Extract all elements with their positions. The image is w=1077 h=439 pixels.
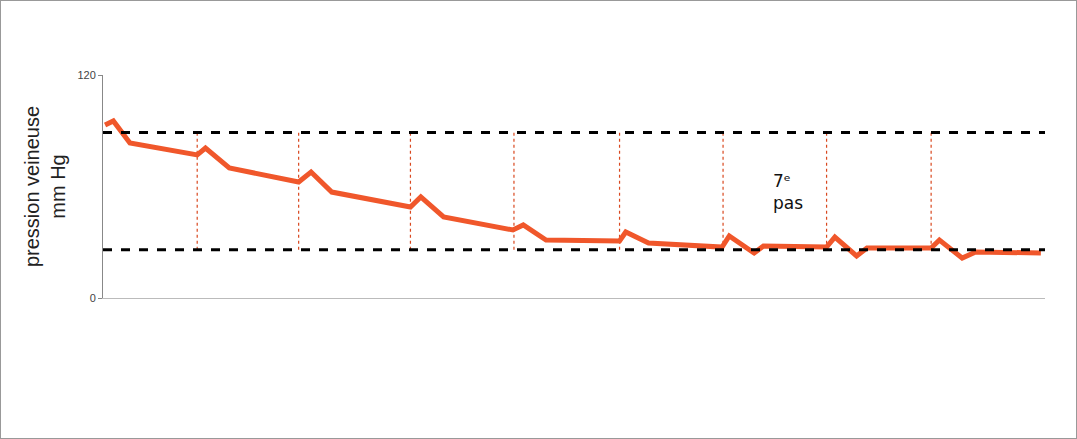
svg-text:120: 120: [77, 69, 95, 81]
svg-text:0: 0: [90, 292, 96, 304]
svg-text:7ᵉpas: 7ᵉpas: [773, 171, 803, 213]
svg-text:pression veineusemm Hg: pression veineusemm Hg: [21, 106, 69, 267]
